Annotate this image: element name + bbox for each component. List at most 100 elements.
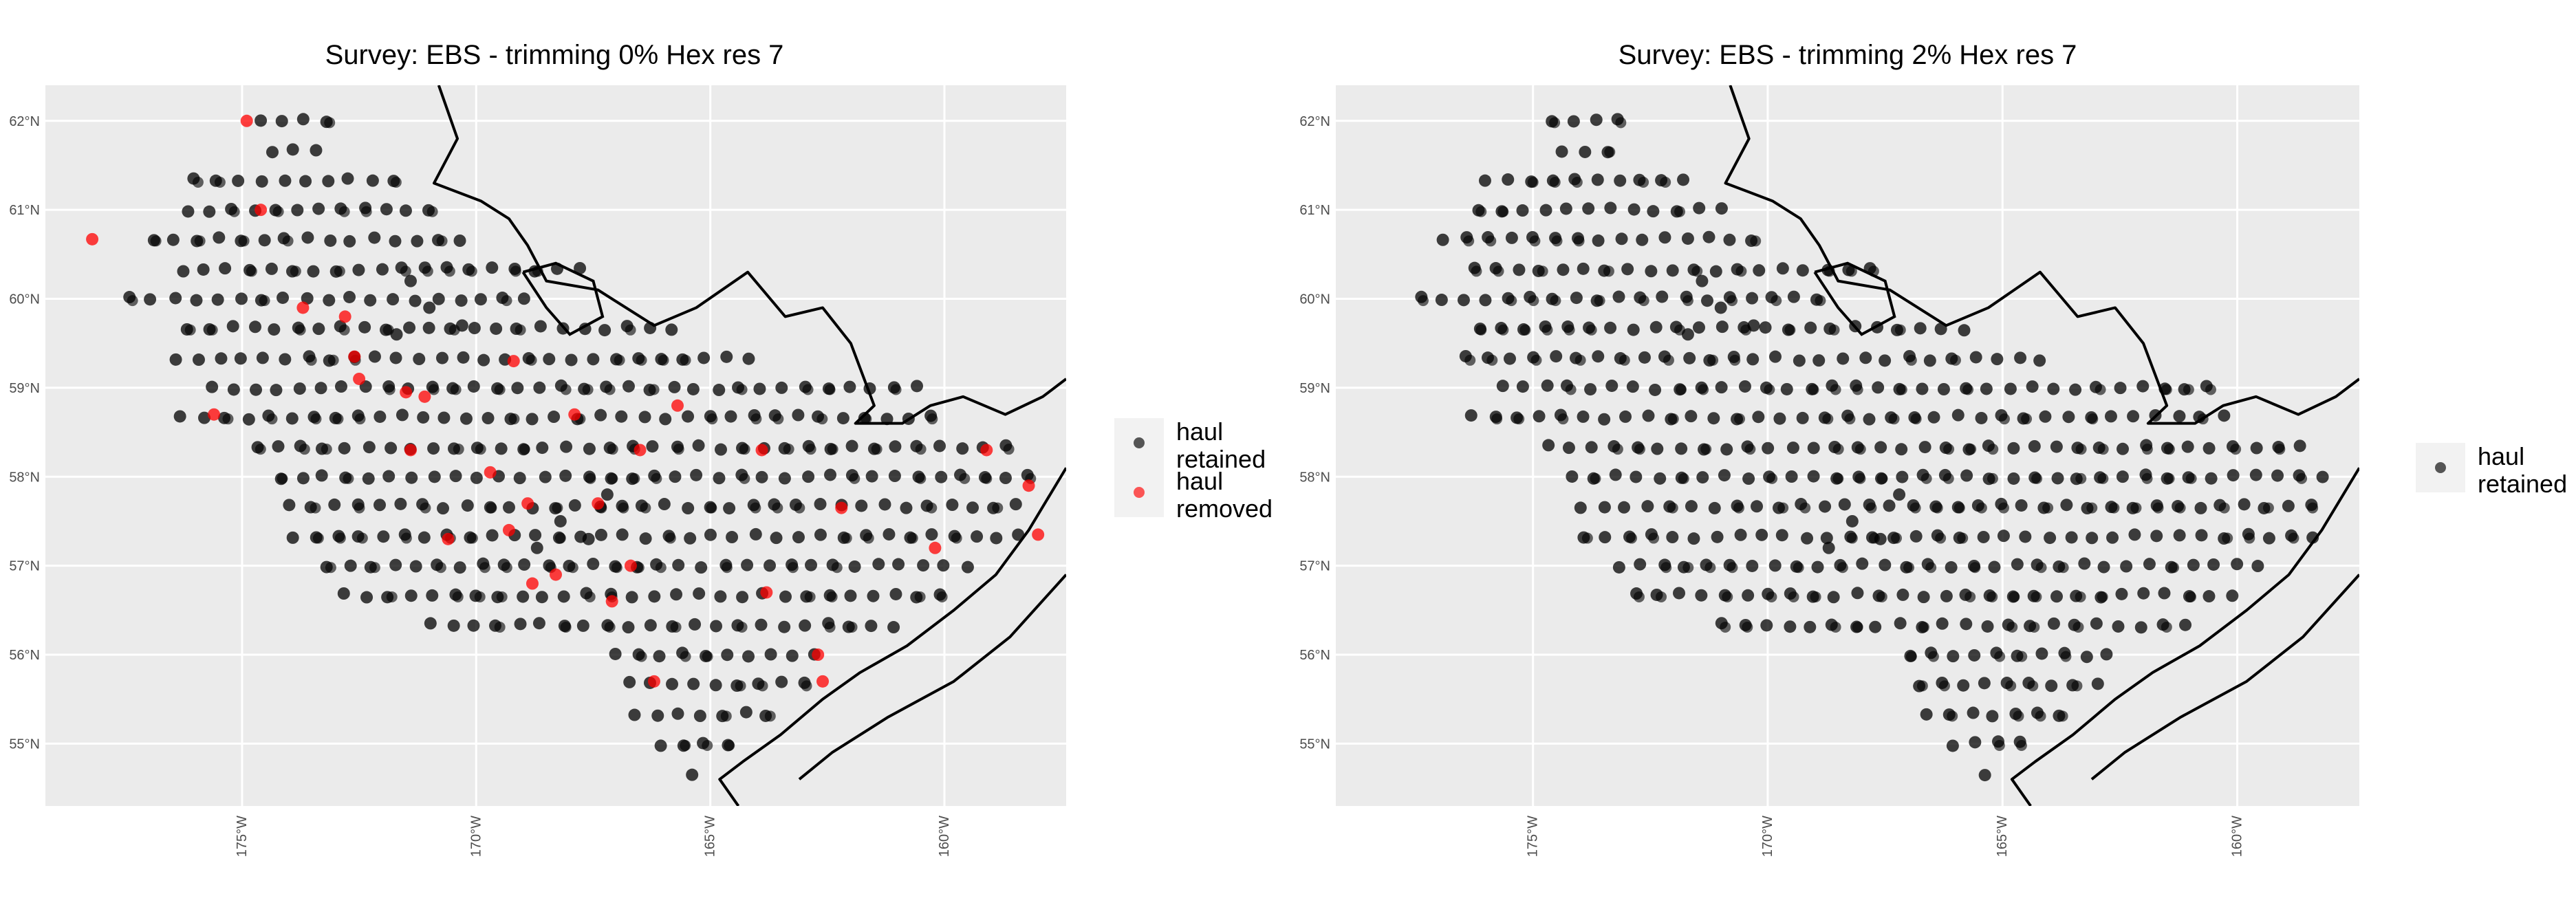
haul-retained-point bbox=[554, 514, 567, 527]
haul-retained-point bbox=[559, 469, 572, 482]
haul-retained-point bbox=[127, 295, 138, 307]
haul-retained-point bbox=[1529, 235, 1541, 247]
haul-retained-point bbox=[668, 380, 681, 393]
haul-retained-point bbox=[648, 590, 661, 603]
haul-retained-point bbox=[697, 351, 711, 364]
haul-retained-point bbox=[883, 527, 896, 541]
haul-retained-point bbox=[1808, 384, 1819, 395]
haul-retained-point bbox=[739, 444, 750, 455]
haul-retained-point bbox=[1614, 174, 1627, 187]
haul-retained-point bbox=[1750, 235, 1762, 247]
haul-retained-point bbox=[2028, 439, 2041, 452]
haul-retained-point bbox=[486, 261, 499, 274]
haul-retained-point bbox=[467, 619, 480, 632]
haul-retained-point bbox=[2231, 558, 2244, 571]
haul-retained-point bbox=[914, 591, 926, 602]
haul-retained-point bbox=[1844, 413, 1856, 425]
haul-retained-point bbox=[467, 380, 480, 393]
haul-retained-point bbox=[423, 301, 436, 314]
x-tick-label: 165°W bbox=[1995, 816, 2010, 857]
haul-retained-point bbox=[2161, 384, 2172, 395]
haul-retained-point bbox=[2117, 442, 2130, 455]
haul-retained-point bbox=[2095, 384, 2106, 395]
haul-retained-point bbox=[235, 292, 248, 305]
haul-retained-point bbox=[389, 351, 402, 364]
haul-retained-point bbox=[2230, 444, 2242, 455]
haul-retained-point bbox=[1752, 411, 1765, 424]
haul-retained-point bbox=[1579, 145, 1592, 158]
haul-retained-point bbox=[1630, 470, 1643, 483]
haul-retained-point bbox=[1910, 413, 1922, 425]
haul-retained-point bbox=[394, 497, 407, 510]
haul-retained-point bbox=[354, 413, 366, 425]
haul-retained-point bbox=[455, 319, 468, 332]
haul-retained-point bbox=[1925, 562, 1937, 574]
haul-retained-point bbox=[1692, 321, 1705, 334]
haul-retained-point bbox=[887, 621, 900, 634]
haul-retained-point bbox=[1626, 380, 1639, 393]
haul-retained-point bbox=[1592, 350, 1605, 363]
haul-retained-point bbox=[1604, 321, 1617, 334]
haul-retained-point bbox=[1852, 384, 1863, 395]
haul-retained-point bbox=[1502, 173, 1515, 186]
haul-retained-point bbox=[2163, 444, 2175, 455]
haul-retained-point bbox=[197, 263, 210, 276]
haul-retained-point bbox=[1812, 354, 1826, 367]
haul-retained-point bbox=[222, 413, 234, 425]
haul-retained-point bbox=[1681, 328, 1694, 341]
haul-retained-point bbox=[435, 351, 448, 364]
haul-retained-point bbox=[501, 295, 512, 307]
haul-retained-point bbox=[672, 558, 685, 571]
haul-retained-point bbox=[387, 293, 400, 306]
haul-retained-point bbox=[959, 472, 971, 484]
haul-retained-point bbox=[2019, 530, 2032, 543]
haul-retained-point bbox=[286, 143, 299, 156]
haul-retained-point bbox=[1708, 501, 1721, 514]
haul-retained-point bbox=[1695, 589, 1708, 602]
y-tick-label: 58°N bbox=[9, 470, 40, 485]
haul-retained-point bbox=[614, 354, 625, 366]
haul-retained-point bbox=[400, 532, 412, 544]
haul-retained-point bbox=[827, 444, 838, 455]
haul-retained-point bbox=[1934, 323, 1947, 336]
haul-retained-point bbox=[1656, 290, 1669, 303]
haul-retained-point bbox=[2143, 558, 2156, 571]
haul-retained-point bbox=[640, 502, 651, 514]
haul-retained-point bbox=[670, 588, 683, 601]
haul-retained-point bbox=[666, 677, 679, 690]
haul-retained-point bbox=[1609, 468, 1622, 481]
haul-retained-point bbox=[704, 528, 717, 541]
haul-retained-point bbox=[1667, 413, 1679, 425]
haul-retained-point bbox=[285, 412, 299, 425]
haul-retained-point bbox=[1927, 411, 1940, 424]
haul-retained-point bbox=[325, 562, 336, 574]
haul-retained-point bbox=[494, 621, 506, 633]
haul-retained-point bbox=[362, 472, 375, 485]
haul-retained-point bbox=[1562, 441, 1575, 455]
haul-retained-point bbox=[344, 559, 357, 572]
haul-retained-point bbox=[238, 235, 250, 247]
haul-retained-point bbox=[255, 444, 266, 455]
haul-retained-point bbox=[1784, 324, 1796, 336]
haul-retained-point bbox=[1590, 113, 1603, 127]
haul-retained-point bbox=[1918, 621, 1929, 633]
haul-retained-point bbox=[192, 353, 205, 367]
haul-retained-point bbox=[386, 591, 398, 602]
haul-retained-point bbox=[799, 619, 812, 632]
haul-retained-point bbox=[405, 471, 418, 484]
haul-removed-point bbox=[208, 408, 221, 421]
haul-retained-point bbox=[2274, 444, 2286, 455]
haul-retained-point bbox=[1988, 560, 2001, 574]
haul-retained-point bbox=[753, 382, 766, 395]
haul-retained-point bbox=[1574, 501, 1587, 514]
haul-retained-point bbox=[2173, 529, 2186, 542]
haul-removed-point bbox=[812, 648, 825, 662]
haul-retained-point bbox=[517, 590, 530, 603]
haul-retained-point bbox=[1496, 380, 1509, 393]
haul-retained-point bbox=[600, 488, 614, 501]
haul-retained-point bbox=[286, 531, 299, 544]
haul-retained-point bbox=[444, 265, 455, 277]
haul-retained-point bbox=[2087, 413, 2099, 425]
haul-retained-point bbox=[1696, 471, 1709, 484]
haul-retained-point bbox=[296, 113, 310, 126]
